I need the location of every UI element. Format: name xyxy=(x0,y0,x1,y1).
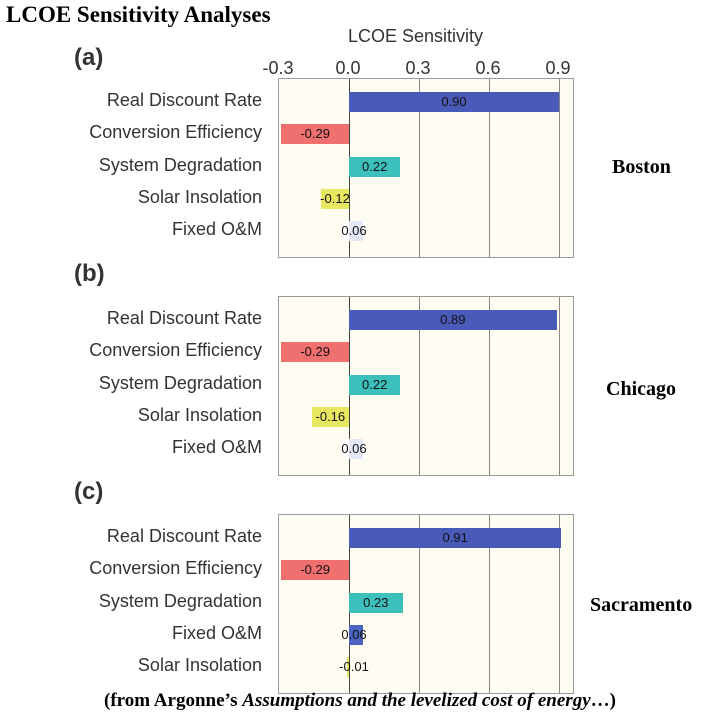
gridline xyxy=(489,297,490,475)
plot-area: 0.90 -0.29 0.22 -0.12 0.06 xyxy=(278,78,574,258)
bar-value-label: 0.22 xyxy=(362,159,388,174)
bar xyxy=(349,528,562,548)
bar-value-label: -0.29 xyxy=(300,562,330,577)
x-tick-label: 0.0 xyxy=(335,58,361,78)
category-label: Fixed O&M xyxy=(171,219,262,239)
bar xyxy=(349,625,363,645)
x-tick-label: -0.3 xyxy=(262,58,294,78)
bar xyxy=(281,560,349,580)
category-label: Conversion Efficiency xyxy=(89,122,262,142)
category-label: Solar Insolation xyxy=(137,187,262,207)
bar xyxy=(349,375,401,395)
bar-value-label: 0.23 xyxy=(363,595,389,610)
category-label: Real Discount Rate xyxy=(106,308,262,328)
bar-value-label: 0.91 xyxy=(442,530,468,545)
caption-suffix: …) xyxy=(590,690,616,711)
bar-value-label: -0.12 xyxy=(320,191,350,206)
category-label: Conversion Efficiency xyxy=(89,558,262,578)
page-title: LCOE Sensitivity Analyses xyxy=(6,2,271,27)
x-tick-label: 0.6 xyxy=(475,58,501,78)
bar-value-label: 0.06 xyxy=(341,627,367,642)
gridline xyxy=(559,297,560,475)
bar xyxy=(346,657,349,677)
bar-value-label: 0.06 xyxy=(341,439,367,459)
gridline xyxy=(489,515,490,693)
category-label: Real Discount Rate xyxy=(106,90,262,110)
bar xyxy=(311,407,349,427)
gridline xyxy=(419,297,420,475)
category-label: Solar Insolation xyxy=(137,405,262,425)
bar-value-label: -0.01 xyxy=(339,659,369,674)
city-label: Chicago xyxy=(606,378,676,400)
category-label: Fixed O&M xyxy=(171,623,262,643)
bar xyxy=(349,310,557,330)
source-caption: (from Argonne’s Assumptions and the leve… xyxy=(0,690,720,712)
caption-italic: Assumptions and the levelized cost of en… xyxy=(242,690,591,711)
bar-value-label: 0.89 xyxy=(440,312,466,327)
city-label: Boston xyxy=(612,156,671,178)
caption-prefix: (from Argonne’s xyxy=(104,690,243,711)
bar-value-label: 0.22 xyxy=(362,377,388,392)
x-tick-label: 0.9 xyxy=(545,58,571,78)
category-label: Fixed O&M xyxy=(171,437,262,457)
category-label: System Degradation xyxy=(98,155,262,175)
bar xyxy=(349,593,403,613)
panel-letter: (a) xyxy=(74,44,104,71)
bar xyxy=(321,189,349,209)
gridline xyxy=(489,79,490,257)
gridline xyxy=(559,515,560,693)
plot-area: 0.89 -0.29 0.22 -0.16 0.06 xyxy=(278,296,574,476)
category-label: Solar Insolation xyxy=(137,655,262,675)
bar-value-label: 0.90 xyxy=(441,94,467,109)
bar xyxy=(281,124,349,144)
gridline xyxy=(419,79,420,257)
bar xyxy=(281,342,349,362)
bar-value-label: 0.06 xyxy=(341,221,367,241)
panel-letter: (c) xyxy=(74,478,104,505)
gridline xyxy=(559,79,560,257)
category-label: Conversion Efficiency xyxy=(89,340,262,360)
category-label: System Degradation xyxy=(98,591,262,611)
panel-letter: (b) xyxy=(74,260,105,287)
bar-value-label: -0.29 xyxy=(300,126,330,141)
category-label: Real Discount Rate xyxy=(106,526,262,546)
x-axis-title: LCOE Sensitivity xyxy=(348,26,484,46)
category-label: System Degradation xyxy=(98,373,262,393)
plot-area: 0.91 -0.29 0.23 0.06 -0.01 xyxy=(278,514,574,694)
city-label: Sacramento xyxy=(590,594,693,616)
bar-value-label: -0.29 xyxy=(300,344,330,359)
gridline xyxy=(419,515,420,693)
bar xyxy=(349,157,401,177)
bar-value-label: -0.16 xyxy=(315,409,346,424)
bar xyxy=(349,92,559,112)
x-tick-label: 0.3 xyxy=(405,58,431,78)
